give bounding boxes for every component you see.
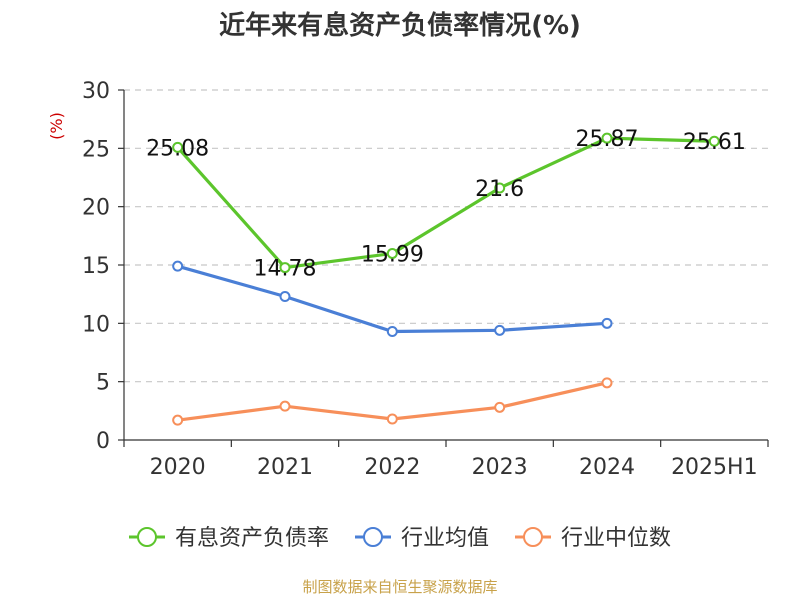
legend-swatch-marker [363,527,383,547]
data-point [601,377,613,389]
grid-lines [124,89,768,383]
data-label: 25.87 [576,127,639,152]
data-point [172,260,184,272]
x-tick-label: 2023 [472,455,528,480]
data-label: 15.99 [361,242,424,267]
data-point [601,132,613,144]
data-point [279,262,291,274]
x-tick-label: 2024 [579,455,635,480]
data-label: 14.78 [254,257,317,282]
data-label: 21.6 [475,177,524,202]
data-point [279,291,291,302]
y-tick-label: 15 [82,254,110,279]
legend-label: 有息资产负债率 [175,526,329,551]
series-2 [172,260,613,337]
data-labels: 25.08 14.78 15.99 21.6 25.87 25.61 [146,127,746,281]
legend-item: 有息资产负债率 [129,526,329,551]
legend: 有息资产负债率 行业均值 行业中位数 [129,526,671,551]
source-note: 制图数据来自恒生聚源数据库 [302,578,497,596]
y-tick-label: 30 [82,79,110,104]
data-label: 25.61 [683,130,746,155]
data-point [494,401,506,413]
legend-label: 行业均值 [401,526,489,551]
data-point [279,400,291,412]
data-point [386,326,398,337]
legend-item: 行业中位数 [515,526,671,551]
data-point [172,141,184,153]
data-point [494,324,506,336]
y-tick-label: 0 [96,429,110,454]
x-tick-label: 2022 [364,455,420,480]
data-point [172,414,184,426]
series-1 [172,132,720,274]
data-label: 25.08 [146,136,209,161]
series-3 [172,377,613,426]
y-tick-label: 20 [82,196,110,221]
y-tick-label: 5 [96,371,110,396]
legend-label: 行业中位数 [561,526,671,551]
y-axis-label: (%) [47,112,66,140]
y-tick-label: 10 [82,312,110,337]
series-line [176,136,715,270]
series-group [172,132,720,426]
legend-swatch-marker [523,527,543,547]
series-line [177,264,608,334]
chart-title: 近年来有息资产负债率情况(%) [219,10,581,41]
x-tick-label: 2021 [257,455,313,480]
legend-item: 行业均值 [355,526,489,551]
data-point [386,413,398,425]
data-point [386,247,398,259]
data-point [708,135,720,147]
y-tick-label: 25 [82,137,110,162]
data-point [494,182,506,194]
x-tick-label: 2020 [150,455,206,480]
legend-swatch-marker [137,527,157,547]
data-point [601,317,613,329]
x-tick-label: 2025H1 [671,455,758,480]
axes: 0 5 10 15 20 25 30 2020 2021 2022 2023 2024 2025H1 [82,79,769,480]
